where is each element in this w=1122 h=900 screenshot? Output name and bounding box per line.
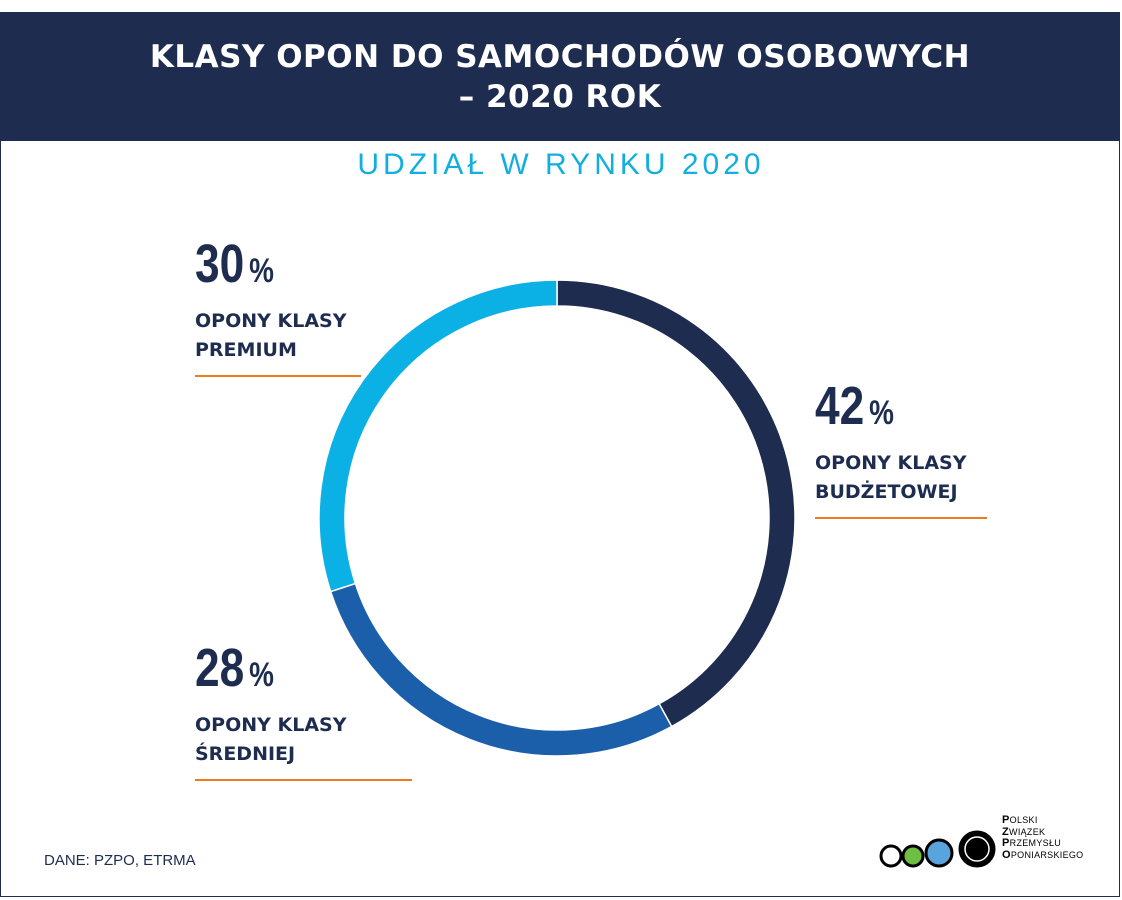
infographic-frame bbox=[0, 12, 1120, 897]
logo-circle-ring bbox=[964, 836, 990, 862]
data-source-note: DANE: PZPO, ETRMA bbox=[44, 852, 196, 869]
logo-line-3: PRZEMYSŁU bbox=[1002, 837, 1062, 849]
slice-category-line2: ŚREDNIEJ bbox=[195, 743, 296, 765]
logo-line-2: ZWIĄZEK bbox=[1002, 825, 1046, 838]
logo-circle bbox=[924, 838, 954, 868]
donut-slice-budget bbox=[556, 279, 796, 728]
label-underline bbox=[195, 779, 412, 781]
logo-circle bbox=[901, 844, 925, 868]
slice-category-budget: OPONY KLASY BUDŻETOWEJ bbox=[815, 449, 1035, 507]
slice-value-mid: 28% bbox=[195, 640, 274, 703]
slice-category-mid: OPONY KLASY ŚREDNIEJ bbox=[195, 711, 415, 769]
slice-value-premium: 30% bbox=[195, 236, 274, 299]
slice-value-number: 42 bbox=[815, 376, 865, 436]
logo-line-1: POLSKI bbox=[1002, 814, 1038, 826]
slice-value-number: 28 bbox=[195, 638, 245, 698]
slice-category-line2: PREMIUM bbox=[195, 339, 297, 361]
slice-category-line1: OPONY KLASY bbox=[195, 310, 347, 332]
slice-label-mid: 28% OPONY KLASY ŚREDNIEJ bbox=[195, 640, 412, 781]
slice-value-budget: 42% bbox=[815, 378, 894, 441]
slice-category-line1: OPONY KLASY bbox=[195, 714, 347, 736]
slice-label-budget: 42% OPONY KLASY BUDŻETOWEJ bbox=[815, 378, 987, 519]
header-title-line2: – 2020 ROK bbox=[458, 79, 662, 115]
slice-label-premium: 30% OPONY KLASY PREMIUM bbox=[195, 236, 361, 377]
slice-category-premium: OPONY KLASY PREMIUM bbox=[195, 307, 415, 365]
label-underline bbox=[195, 375, 361, 377]
slice-value-unit: % bbox=[249, 252, 274, 290]
pzpo-logo-text: POLSKI ZWIĄZEK PRZEMYSŁU OPONIARSKIEGO bbox=[1002, 814, 1084, 861]
slice-value-unit: % bbox=[869, 394, 894, 432]
logo-line-4: OPONIARSKIEGO bbox=[1002, 848, 1084, 861]
slice-value-unit: % bbox=[249, 656, 274, 694]
label-underline bbox=[815, 517, 987, 519]
slice-category-line2: BUDŻETOWEJ bbox=[815, 481, 958, 503]
slice-category-line1: OPONY KLASY bbox=[815, 452, 967, 474]
pzpo-logo-icon bbox=[879, 830, 996, 868]
header-banner: KLASY OPON DO SAMOCHODÓW OSOBOWYCH – 202… bbox=[1, 13, 1119, 141]
slice-value-number: 30 bbox=[195, 234, 245, 294]
donut-slice-premium bbox=[318, 279, 558, 593]
logo-circle bbox=[879, 844, 903, 868]
chart-title: UDZIAŁ W RYNKU 2020 bbox=[357, 148, 765, 181]
header-title-line1: KLASY OPON DO SAMOCHODÓW OSOBOWYCH bbox=[149, 39, 971, 75]
